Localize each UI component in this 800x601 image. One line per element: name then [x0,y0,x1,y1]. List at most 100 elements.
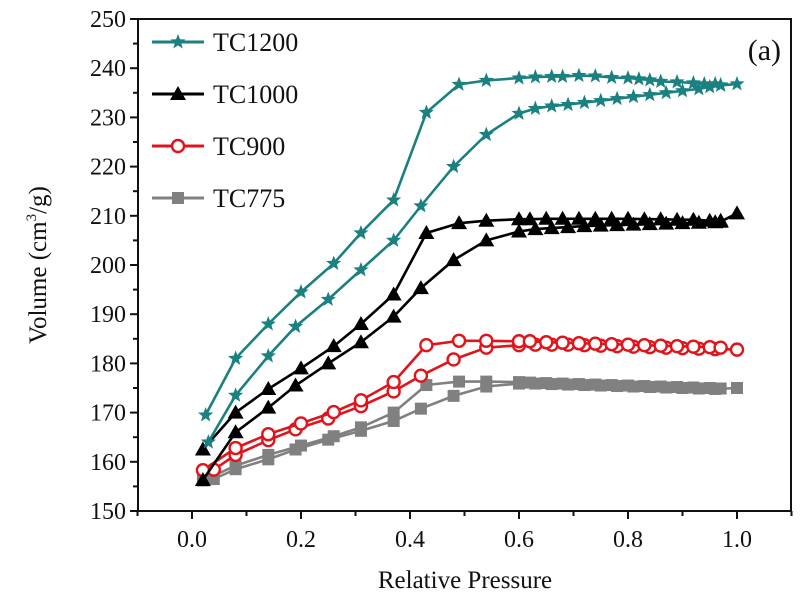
data-point-tc775 [687,381,700,394]
data-point-tc775 [453,375,466,388]
series-tc1200 [198,67,745,449]
data-point-tc1200 [353,225,369,240]
data-point-tc1200 [326,255,342,270]
data-point-tc1000 [194,472,211,487]
data-point-tc1000 [712,212,729,227]
data-point-tc1000 [570,210,587,225]
legend-label: TC1000 [213,80,298,109]
data-point-tc775 [354,421,367,434]
data-point-tc1200 [478,126,494,142]
data-point-tc1000 [652,211,669,226]
data-point-tc1000 [451,215,468,230]
data-point-tc900 [479,333,494,348]
data-point-tc1200 [685,74,702,90]
data-point-tc900 [446,352,461,367]
y-tick-label: 180 [90,351,126,377]
data-point-tc1200 [320,291,336,306]
x-tick-label: 0.8 [613,527,643,553]
data-point-tc900 [620,337,636,352]
data-point-tc900 [451,333,467,348]
data-point-tc1200 [544,98,560,113]
data-point-tc1000 [620,210,636,225]
data-point-tc1000 [543,220,560,235]
data-point-tc1000 [729,205,745,220]
data-point-tc1000 [418,225,435,240]
data-point-tc1000 [260,399,277,414]
data-point-tc1200 [287,318,304,333]
series-tc775 [196,375,743,487]
data-point-tc775 [262,448,275,461]
data-point-tc1200 [227,350,244,365]
legend-item-tc775: TC775 [152,184,285,213]
data-point-tc1000 [385,286,402,301]
data-point-tc1000 [587,210,604,225]
data-point-tc775 [589,378,602,391]
data-point-tc1200 [571,67,587,83]
data-point-tc1200 [576,94,593,110]
data-point-tc1200 [527,69,543,84]
data-point-tc1000 [576,218,593,233]
data-point-tc1000 [554,210,571,225]
data-point-tc1200 [413,197,429,213]
data-point-tc1000 [260,380,277,395]
y-tick-label: 170 [90,401,126,427]
data-point-tc1000 [538,210,555,225]
y-tick-label: 250 [90,7,126,33]
data-point-tc1000 [701,212,718,227]
data-point-tc1000 [478,232,495,247]
legend-marker-square-icon [172,192,184,204]
data-point-tc1200 [227,387,244,402]
data-point-tc900 [293,416,309,431]
x-tick-label: 0.2 [286,527,316,553]
data-point-tc775 [540,377,553,390]
data-point-tc775 [654,380,667,393]
data-point-tc1000 [560,219,577,234]
data-point-tc775 [295,439,307,452]
series-line-tc1200-desorption [204,74,721,416]
data-point-tc1200 [260,316,276,331]
data-point-tc900 [604,337,619,352]
data-point-tc1000 [287,377,304,392]
y-axis: 150 160 170 180 190 200 210 220 230 240 250 [90,7,138,525]
y-tick-label: 230 [90,105,126,131]
data-point-tc1000 [521,211,538,226]
data-point-tc1000 [603,210,620,225]
data-point-tc1200 [445,158,462,174]
y-axis-title-prefix: Volume (cm [25,221,52,344]
data-point-tc900 [555,335,570,350]
data-point-tc1200 [729,75,745,91]
data-point-tc775 [731,382,743,394]
data-point-tc1200 [293,284,309,299]
data-point-tc900 [413,368,429,383]
data-point-tc1000 [352,316,369,331]
legend-label: TC775 [213,184,285,213]
data-point-tc1000 [636,211,653,226]
data-point-tc775 [556,377,569,390]
data-point-tc1000 [669,211,686,226]
data-point-tc775 [229,459,242,472]
data-point-tc900 [686,339,701,354]
data-point-tc1000 [227,404,244,419]
data-point-tc775 [671,381,684,394]
data-point-tc1200 [642,86,658,102]
y-tick-label: 240 [90,56,126,82]
data-point-tc1200 [642,72,658,87]
x-axis-title: Relative Pressure [378,567,552,594]
legend-marker-star-icon [170,34,186,49]
data-point-tc1200 [593,92,609,108]
data-point-tc900 [669,338,685,354]
data-point-tc900 [522,334,538,349]
data-point-tc775 [480,375,493,388]
data-point-tc1200 [386,232,402,247]
data-point-tc775 [447,389,460,402]
data-point-tc775 [714,382,727,395]
data-point-tc1200 [653,73,669,88]
data-point-tc1000 [527,221,544,236]
data-point-tc1200 [669,73,685,89]
legend-label: TC1200 [213,28,298,57]
data-point-tc1200 [511,105,527,120]
data-point-tc1200 [418,104,434,119]
data-point-tc900 [228,440,243,456]
x-tick-label: 0.6 [504,527,534,553]
legend-item-tc1200: TC1200 [152,28,298,57]
